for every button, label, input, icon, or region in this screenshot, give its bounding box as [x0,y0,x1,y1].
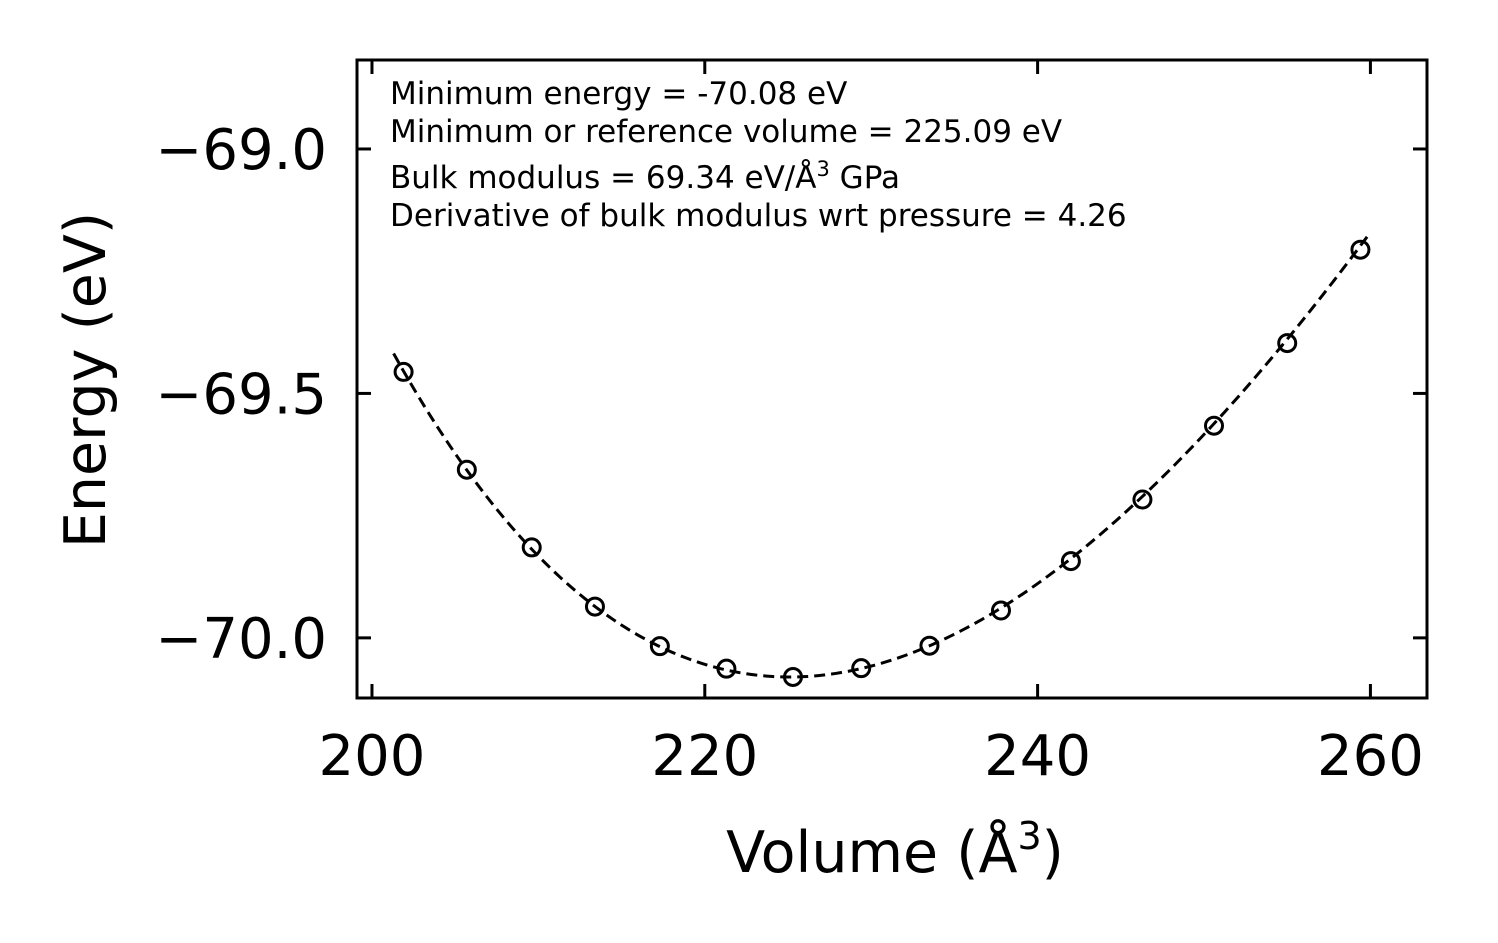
fit-curve [392,235,1369,679]
axis-ticks: 200 220 240 260 −70.0 −69.5 −69.0 [155,60,1427,789]
x-tick-label: 260 [1317,724,1424,789]
data-point [649,636,670,657]
data-point [521,537,542,558]
data-point [1277,333,1298,354]
x-axis-label-text: Volume (Å [726,818,1017,886]
data-point [1350,239,1371,260]
x-axis-label-close: ) [1042,820,1064,886]
x-axis-label: Volume (Å3) [726,814,1064,886]
y-tick-label: −70.0 [155,607,327,672]
data-point [782,666,803,687]
data-point [1132,489,1153,510]
data-point [584,596,605,617]
data-point [456,459,477,480]
x-axis-label-sup: 3 [1017,814,1041,858]
x-tick-label: 240 [984,724,1091,789]
annotation-bulk-modulus-sup: 3 [816,157,829,181]
data-point [919,635,940,656]
data-point [716,658,737,679]
y-axis-label: Energy (eV) [53,212,119,548]
data-point [1060,551,1081,572]
data-point [393,361,414,382]
annotation-bulk-modulus-text: Bulk modulus = 69.34 eV/Å [390,160,816,196]
data-point [990,600,1011,621]
data-point [851,658,872,679]
annotation-bulk-modulus-derivative: Derivative of bulk modulus wrt pressure … [390,198,1127,234]
x-tick-label: 200 [319,724,426,789]
y-tick-label: −69.5 [155,362,327,427]
data-point [1203,415,1224,436]
annotation-min-volume: Minimum or reference volume = 225.09 eV [390,114,1062,150]
x-tick-label: 220 [651,724,758,789]
annotation-box: Minimum energy = -70.08 eV Minimum or re… [390,76,1127,234]
annotation-bulk-modulus: Bulk modulus = 69.34 eV/Å3 GPa [390,157,900,196]
fit-layer [392,235,1369,679]
data-points [393,239,1371,687]
annotation-bulk-modulus-tail: GPa [830,160,900,196]
plot-frame [355,58,1429,700]
annotation-min-energy: Minimum energy = -70.08 eV [390,76,847,112]
y-tick-label: −69.0 [155,118,327,183]
